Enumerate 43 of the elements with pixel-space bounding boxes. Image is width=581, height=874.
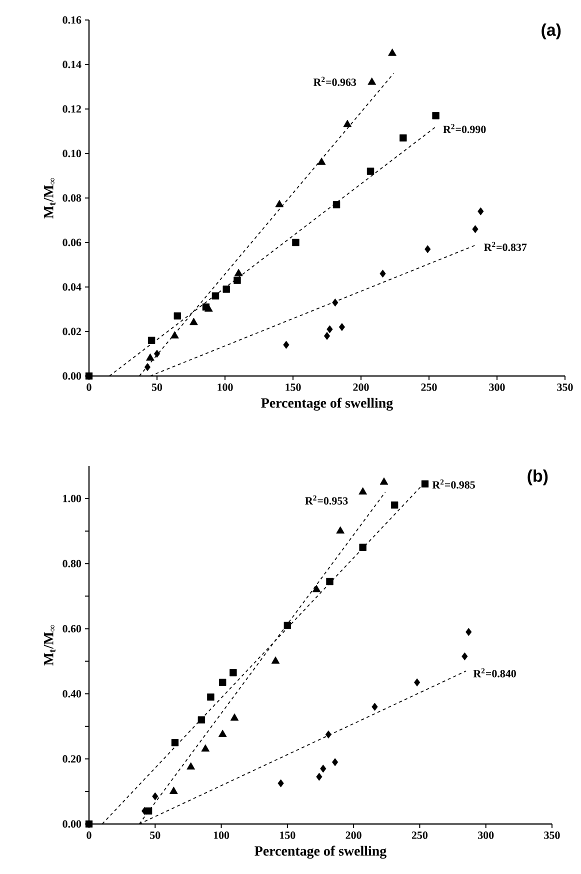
y-tick-label: 0.60 [62, 625, 82, 632]
x-tick-label: 150 [286, 384, 301, 391]
y-tick-label: 0.04 [62, 283, 82, 291]
x-tick-label: 0 [86, 832, 92, 839]
x-tick-label: 300 [489, 384, 505, 391]
y-tick-label: 0.06 [62, 238, 82, 246]
x-tick-label: 300 [478, 832, 494, 839]
annotation: R$^{2}$=0.953 [305, 495, 348, 505]
annotation: R$^{2}$=0.963 [313, 76, 356, 86]
x-axis-title: Percentage of swelling [254, 846, 386, 859]
x-tick-label: 350 [544, 832, 560, 839]
x-tick-label: 100 [218, 384, 233, 391]
y-tick-label: 1.00 [63, 494, 82, 502]
x-tick-label: 0 [86, 384, 92, 391]
y-tick-label: 0.20 [62, 755, 82, 763]
x-tick-label: 250 [421, 384, 437, 391]
x-tick-label: 50 [152, 384, 162, 391]
annotation: R$^{2}$=0.985 [432, 479, 475, 489]
y-tick-label: 0.10 [62, 150, 82, 158]
y-tick-label: 0.14 [62, 60, 82, 68]
y-tick-label: 0.00 [62, 820, 82, 828]
annotation: R$^{2}$=0.990 [443, 124, 486, 134]
x-tick-label: 50 [150, 832, 160, 839]
y-tick-label: 0.16 [62, 16, 82, 24]
x-tick-label: 350 [557, 384, 573, 391]
chart-title: (b) [528, 470, 548, 486]
y-tick-label: 0.00 [62, 372, 82, 380]
y-tick-label: 0.08 [62, 194, 82, 202]
x-tick-label: 200 [346, 832, 362, 839]
y-tick-label: 0.80 [62, 560, 82, 568]
annotation: R$^{2}$=0.840 [473, 668, 516, 678]
x-tick-label: 250 [412, 832, 428, 839]
x-axis-title: Percentage of swelling [261, 398, 393, 411]
x-tick-label: 150 [280, 832, 296, 839]
y-axis-title: M$_{t}$/M$_{∞}$ [44, 625, 56, 666]
x-tick-label: 200 [353, 384, 369, 391]
chart-title: (a) [542, 24, 561, 40]
y-axis-title: M$_{t}$/M$_{∞}$ [44, 178, 56, 218]
x-tick-label: 100 [214, 832, 230, 839]
annotation: R$^{2}$=0.837 [484, 242, 527, 252]
y-tick-label: 0.02 [62, 328, 81, 336]
y-tick-label: 0.40 [62, 690, 82, 698]
y-tick-label: 0.12 [62, 105, 81, 113]
